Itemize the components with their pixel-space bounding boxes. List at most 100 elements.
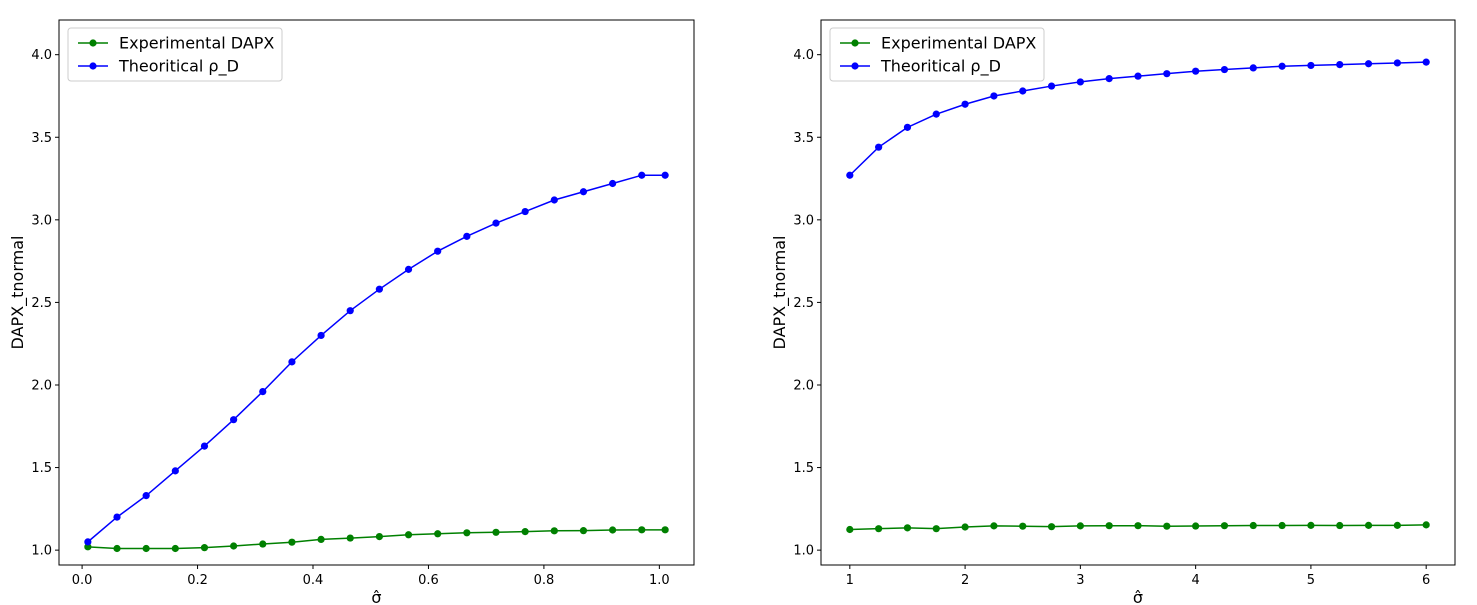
data-point <box>1249 64 1257 72</box>
legend-entry: Experimental DAPX <box>840 34 1036 53</box>
data-point <box>171 544 179 553</box>
data-point <box>375 532 383 541</box>
data-point <box>113 544 121 553</box>
data-point <box>1134 72 1142 80</box>
data-point <box>375 285 383 293</box>
data-point <box>961 100 969 108</box>
x-tick-label: 0.8 <box>534 573 555 588</box>
data-point <box>1307 521 1315 529</box>
data-point <box>404 531 413 539</box>
data-point <box>932 525 940 533</box>
x-tick-label: 4 <box>1191 573 1199 588</box>
data-point <box>434 530 442 538</box>
data-point <box>1105 75 1113 83</box>
y-axis-label: DAPX_tnormal <box>770 236 790 350</box>
data-point <box>200 442 209 450</box>
data-point <box>288 358 296 366</box>
x-tick-label: 0.4 <box>303 573 324 588</box>
data-point <box>846 171 854 179</box>
data-point <box>434 247 442 255</box>
legend-marker <box>851 62 859 70</box>
data-point <box>288 538 296 546</box>
y-axis-label: DAPX_tnormal <box>8 236 28 350</box>
data-point <box>1047 523 1056 531</box>
legend: Experimental DAPX Theoritical ρ_D <box>829 27 1045 82</box>
chart-panel-2: 1 2 3 4 5 6 1.0 1.5 2.0 2.5 3.0 3.5 4.0 σ̂ DAPX_tnorma… <box>770 19 1456 605</box>
y-tick-label: 4.0 <box>31 48 52 63</box>
data-point <box>1393 521 1401 529</box>
data-point <box>550 527 558 535</box>
data-point <box>404 265 413 273</box>
legend: Experimental DAPX Theoritical ρ_D <box>67 27 283 82</box>
data-point <box>84 543 92 551</box>
data-point <box>638 171 646 179</box>
series-experimental <box>84 526 669 553</box>
data-point <box>521 207 529 216</box>
y-tick-label: 2.0 <box>31 378 52 393</box>
data-point <box>579 188 588 196</box>
data-point <box>903 524 912 532</box>
chart-panel-1: 0.0 0.2 0.4 0.6 0.8 1.0 1.0 1.5 2.0 2.5 3.0 3.5 4.0 σ… <box>8 19 695 605</box>
data-point <box>903 123 912 131</box>
data-point <box>1019 522 1027 530</box>
data-point <box>1220 65 1229 74</box>
y-tick-label: 1.5 <box>31 461 52 476</box>
data-point <box>142 544 150 553</box>
x-tick-label: 0.0 <box>72 573 93 588</box>
x-tick-label: 1.0 <box>649 573 670 588</box>
legend-label: Theoritical ρ_D <box>880 57 1001 77</box>
y-tick-label: 2.5 <box>31 296 52 311</box>
data-point <box>142 492 150 500</box>
data-point <box>875 525 883 533</box>
data-point <box>230 416 238 424</box>
x-axis-label: σ̂ <box>1133 588 1143 605</box>
data-point <box>1019 87 1027 95</box>
x-tick-label: 1 <box>846 573 854 588</box>
data-point <box>1192 67 1200 75</box>
axes-frame <box>58 19 695 566</box>
data-point <box>1278 521 1286 530</box>
x-tick-label: 0.6 <box>418 573 439 588</box>
data-point <box>317 331 325 340</box>
data-point <box>961 523 969 531</box>
legend-box <box>67 27 283 82</box>
y-tick-label: 3.5 <box>31 131 52 146</box>
data-point <box>113 513 121 521</box>
legend-entry: Experimental DAPX <box>78 34 274 53</box>
series-line <box>87 174 666 543</box>
data-point <box>1422 58 1430 66</box>
data-point <box>492 528 500 536</box>
data-point <box>1134 522 1142 530</box>
legend-marker <box>851 39 859 47</box>
y-tick-label: 3.0 <box>793 213 814 228</box>
y-tick-label: 4.0 <box>793 48 814 63</box>
x-tick-label: 6 <box>1422 573 1430 588</box>
data-point <box>1307 61 1315 70</box>
data-point <box>230 542 238 550</box>
x-axis-label: σ̂ <box>371 588 381 605</box>
data-point <box>579 527 588 535</box>
x-tick-label: 2 <box>961 573 969 588</box>
legend-label: Experimental DAPX <box>881 34 1036 53</box>
legend-marker <box>89 39 97 47</box>
data-point <box>84 538 92 546</box>
data-point <box>1364 521 1373 529</box>
x-tick-label: 3 <box>1076 573 1084 588</box>
y-tick-label: 2.5 <box>793 296 814 311</box>
data-point <box>1047 82 1056 90</box>
data-point <box>932 110 940 118</box>
data-point <box>1278 62 1286 70</box>
data-point <box>550 196 558 204</box>
series-experimental <box>846 521 1430 534</box>
data-point <box>346 534 354 542</box>
data-point <box>1192 522 1200 530</box>
data-point <box>1393 59 1401 67</box>
data-point <box>661 526 669 534</box>
legend-marker <box>89 62 97 70</box>
data-point <box>1076 522 1084 530</box>
data-point <box>990 522 998 530</box>
data-point <box>463 232 471 240</box>
data-point <box>1336 60 1344 69</box>
y-tick-label: 3.0 <box>31 213 52 228</box>
